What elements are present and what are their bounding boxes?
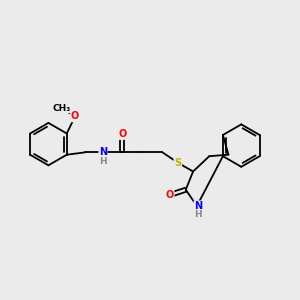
Text: O: O <box>118 129 127 139</box>
Text: S: S <box>174 158 181 168</box>
Text: N: N <box>194 201 202 211</box>
Text: H: H <box>194 210 202 219</box>
Text: CH₃: CH₃ <box>52 104 71 113</box>
Text: O: O <box>165 190 174 200</box>
Text: O: O <box>71 111 79 122</box>
Text: H: H <box>99 157 107 166</box>
Text: N: N <box>99 147 107 158</box>
